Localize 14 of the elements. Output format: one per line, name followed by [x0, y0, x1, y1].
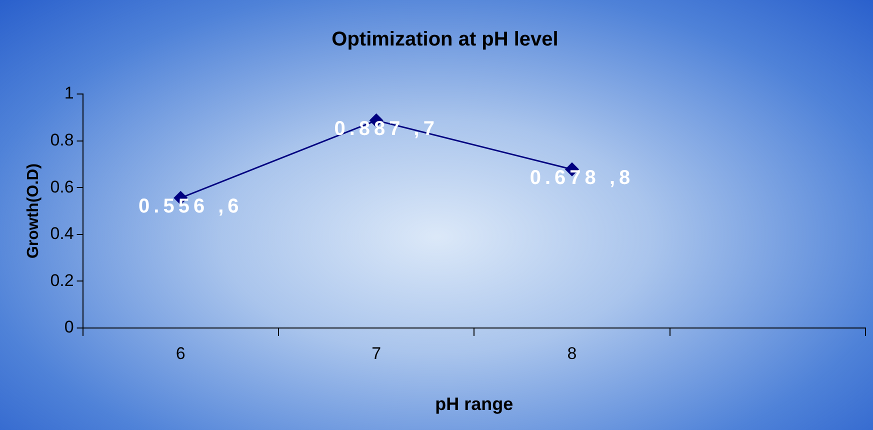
y-tick-label: 0.6 [50, 177, 74, 196]
y-axis-title: Growth(O.D) [25, 163, 42, 259]
y-tick-label: 0.2 [50, 270, 74, 290]
y-tick-label: 0.4 [50, 224, 74, 244]
y-tick-label: 0.8 [50, 130, 74, 150]
x-tick-label: 7 [372, 344, 382, 363]
x-tick-label: 8 [567, 344, 577, 363]
chart-title: Optimization at pH level [332, 28, 558, 51]
y-tick-label: 0 [64, 318, 74, 337]
x-tick-label: 6 [176, 344, 186, 363]
x-axis-title: pH range [435, 394, 514, 414]
data-label: 0.678 ,8 [530, 166, 634, 189]
data-label: 0.556 ,6 [138, 195, 243, 218]
y-tick-label: 1 [64, 84, 74, 103]
